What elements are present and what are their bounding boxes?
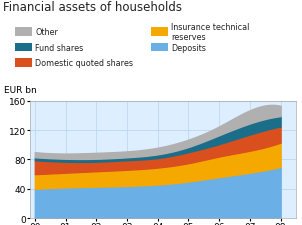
Text: Financial assets of households: Financial assets of households (3, 1, 182, 14)
Text: Domestic quoted shares: Domestic quoted shares (35, 59, 133, 68)
Text: Insurance technical
reserves: Insurance technical reserves (171, 23, 250, 42)
Text: Deposits: Deposits (171, 43, 206, 52)
Text: Other: Other (35, 28, 58, 37)
Text: EUR bn: EUR bn (4, 85, 36, 94)
Text: Fund shares: Fund shares (35, 43, 84, 52)
